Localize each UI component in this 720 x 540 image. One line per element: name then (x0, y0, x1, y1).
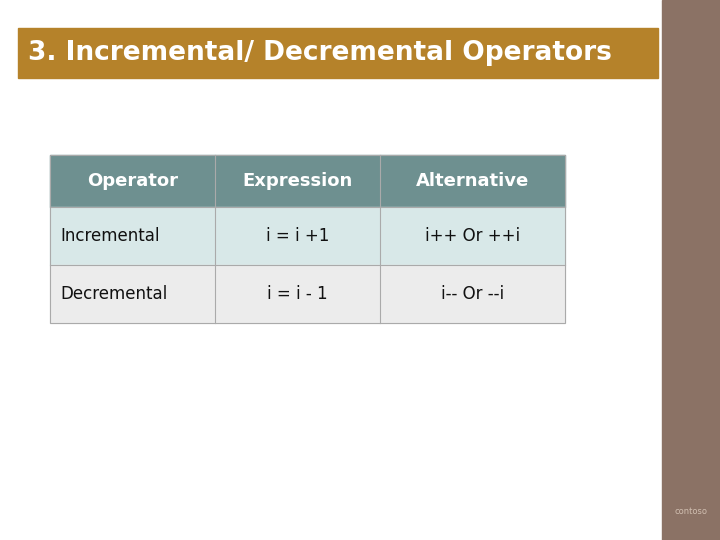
Text: i = i +1: i = i +1 (266, 227, 329, 245)
Bar (215, 207, 380, 265)
Bar (50, 155, 215, 207)
Text: i++ Or ++i: i++ Or ++i (425, 227, 520, 245)
Text: i-- Or --i: i-- Or --i (441, 285, 504, 303)
Bar (50, 265, 215, 323)
Bar (662, 0, 720, 540)
Bar (215, 155, 380, 207)
Bar (215, 265, 380, 323)
Bar (18, 28, 658, 78)
Text: 3. Incremental/ Decremental Operators: 3. Incremental/ Decremental Operators (28, 40, 612, 66)
Text: Expression: Expression (243, 172, 353, 190)
Bar (380, 207, 565, 265)
Bar (50, 207, 215, 265)
Text: Decremental: Decremental (60, 285, 167, 303)
Text: contoso: contoso (675, 508, 708, 516)
Bar (380, 155, 565, 207)
Text: Alternative: Alternative (416, 172, 529, 190)
Text: Operator: Operator (87, 172, 178, 190)
Text: i = i - 1: i = i - 1 (267, 285, 328, 303)
Text: Incremental: Incremental (60, 227, 160, 245)
Bar (50, 155, 565, 323)
Bar (380, 265, 565, 323)
